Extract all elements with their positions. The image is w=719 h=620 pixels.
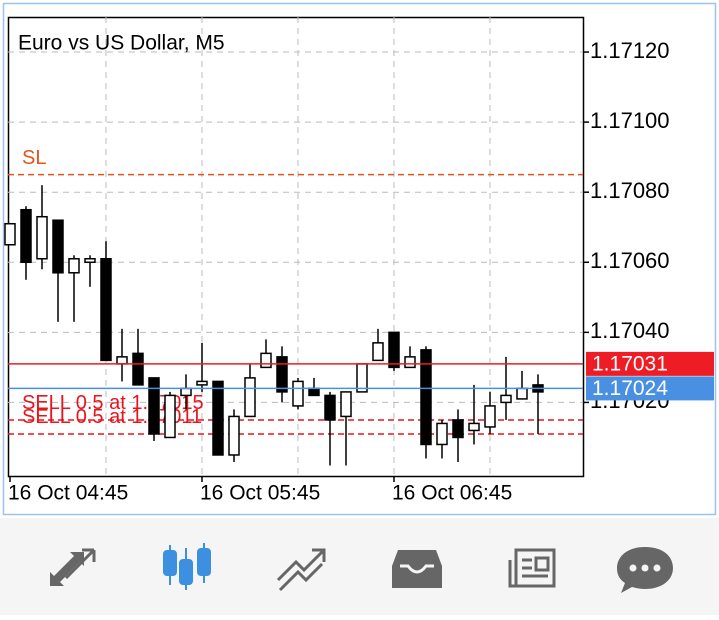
candle-body [84, 258, 96, 264]
candle-body [148, 377, 160, 435]
nav-trade[interactable] [276, 548, 326, 592]
plot-border [7, 16, 585, 478]
candle-body [260, 352, 272, 369]
candle-body [404, 356, 416, 369]
candle-body [20, 208, 32, 264]
icon-trade[interactable] [276, 548, 326, 582]
candle-body [324, 394, 336, 421]
icon-candle[interactable] [163, 550, 177, 576]
price-box [586, 351, 714, 376]
y-tick-label: 1.17080 [590, 178, 670, 203]
candle-body [484, 405, 496, 428]
y-tick-label: 1.17060 [590, 248, 670, 273]
candle-body [276, 356, 288, 393]
candle-body [436, 422, 448, 446]
icon-chat-dot[interactable] [629, 564, 637, 572]
candle-body [4, 222, 16, 246]
candle-body [372, 342, 384, 362]
icon-candle[interactable] [197, 548, 211, 576]
x-tick-label: 16 Oct 05:45 [200, 482, 320, 505]
price-label: 1.17024 [592, 377, 668, 400]
icon-candle[interactable] [179, 559, 193, 585]
candle-body [340, 391, 352, 418]
candle-body [516, 387, 528, 400]
x-tick-label: 16 Oct 04:45 [8, 482, 128, 505]
candle-body [212, 380, 224, 456]
price-label: 1.17031 [592, 352, 668, 375]
price-box [586, 376, 714, 401]
nav-news[interactable] [508, 548, 556, 588]
x-tick-label: 16 Oct 06:45 [392, 482, 512, 505]
candle-body [164, 394, 176, 439]
candle-body [100, 258, 112, 362]
y-tick-label: 1.17100 [590, 108, 670, 133]
icon-history-tray[interactable] [400, 564, 434, 574]
icon-chat-dot[interactable] [641, 564, 649, 572]
candle-body [52, 219, 64, 274]
chart-title: Euro vs US Dollar, M5 [18, 32, 225, 55]
icon-quotes-arrow[interactable] [64, 548, 96, 580]
nav-chat[interactable] [617, 547, 673, 593]
candle-body [228, 415, 240, 456]
icon-news[interactable] [514, 548, 556, 588]
candle-body [388, 331, 400, 369]
candle-body [196, 380, 208, 386]
candle-body [452, 419, 464, 439]
icon-quotes[interactable] [50, 552, 84, 586]
candle-body [68, 258, 80, 274]
nav-bar [0, 518, 719, 615]
candle-body [500, 394, 512, 404]
order-label: SL [22, 147, 46, 169]
y-tick-label: 1.17040 [590, 318, 670, 343]
candle-body [292, 380, 304, 407]
icon-chat-dot[interactable] [653, 564, 661, 572]
candle-body [244, 377, 256, 418]
icon-history[interactable] [392, 550, 442, 588]
candle-body [36, 215, 48, 260]
nav-history[interactable] [392, 550, 442, 588]
nav-quotes[interactable] [50, 548, 96, 586]
candle-body [132, 352, 144, 386]
candle-body [420, 349, 432, 446]
y-tick-label: 1.17120 [590, 38, 670, 63]
icon-news-lines[interactable] [508, 556, 550, 588]
candle-body [116, 356, 128, 365]
nav-chart[interactable] [163, 543, 211, 590]
candle-body [308, 387, 320, 397]
candle-body [180, 387, 192, 397]
icon-trade-2[interactable] [278, 562, 324, 592]
chart-frame [2, 2, 717, 516]
candle-body [468, 422, 480, 432]
